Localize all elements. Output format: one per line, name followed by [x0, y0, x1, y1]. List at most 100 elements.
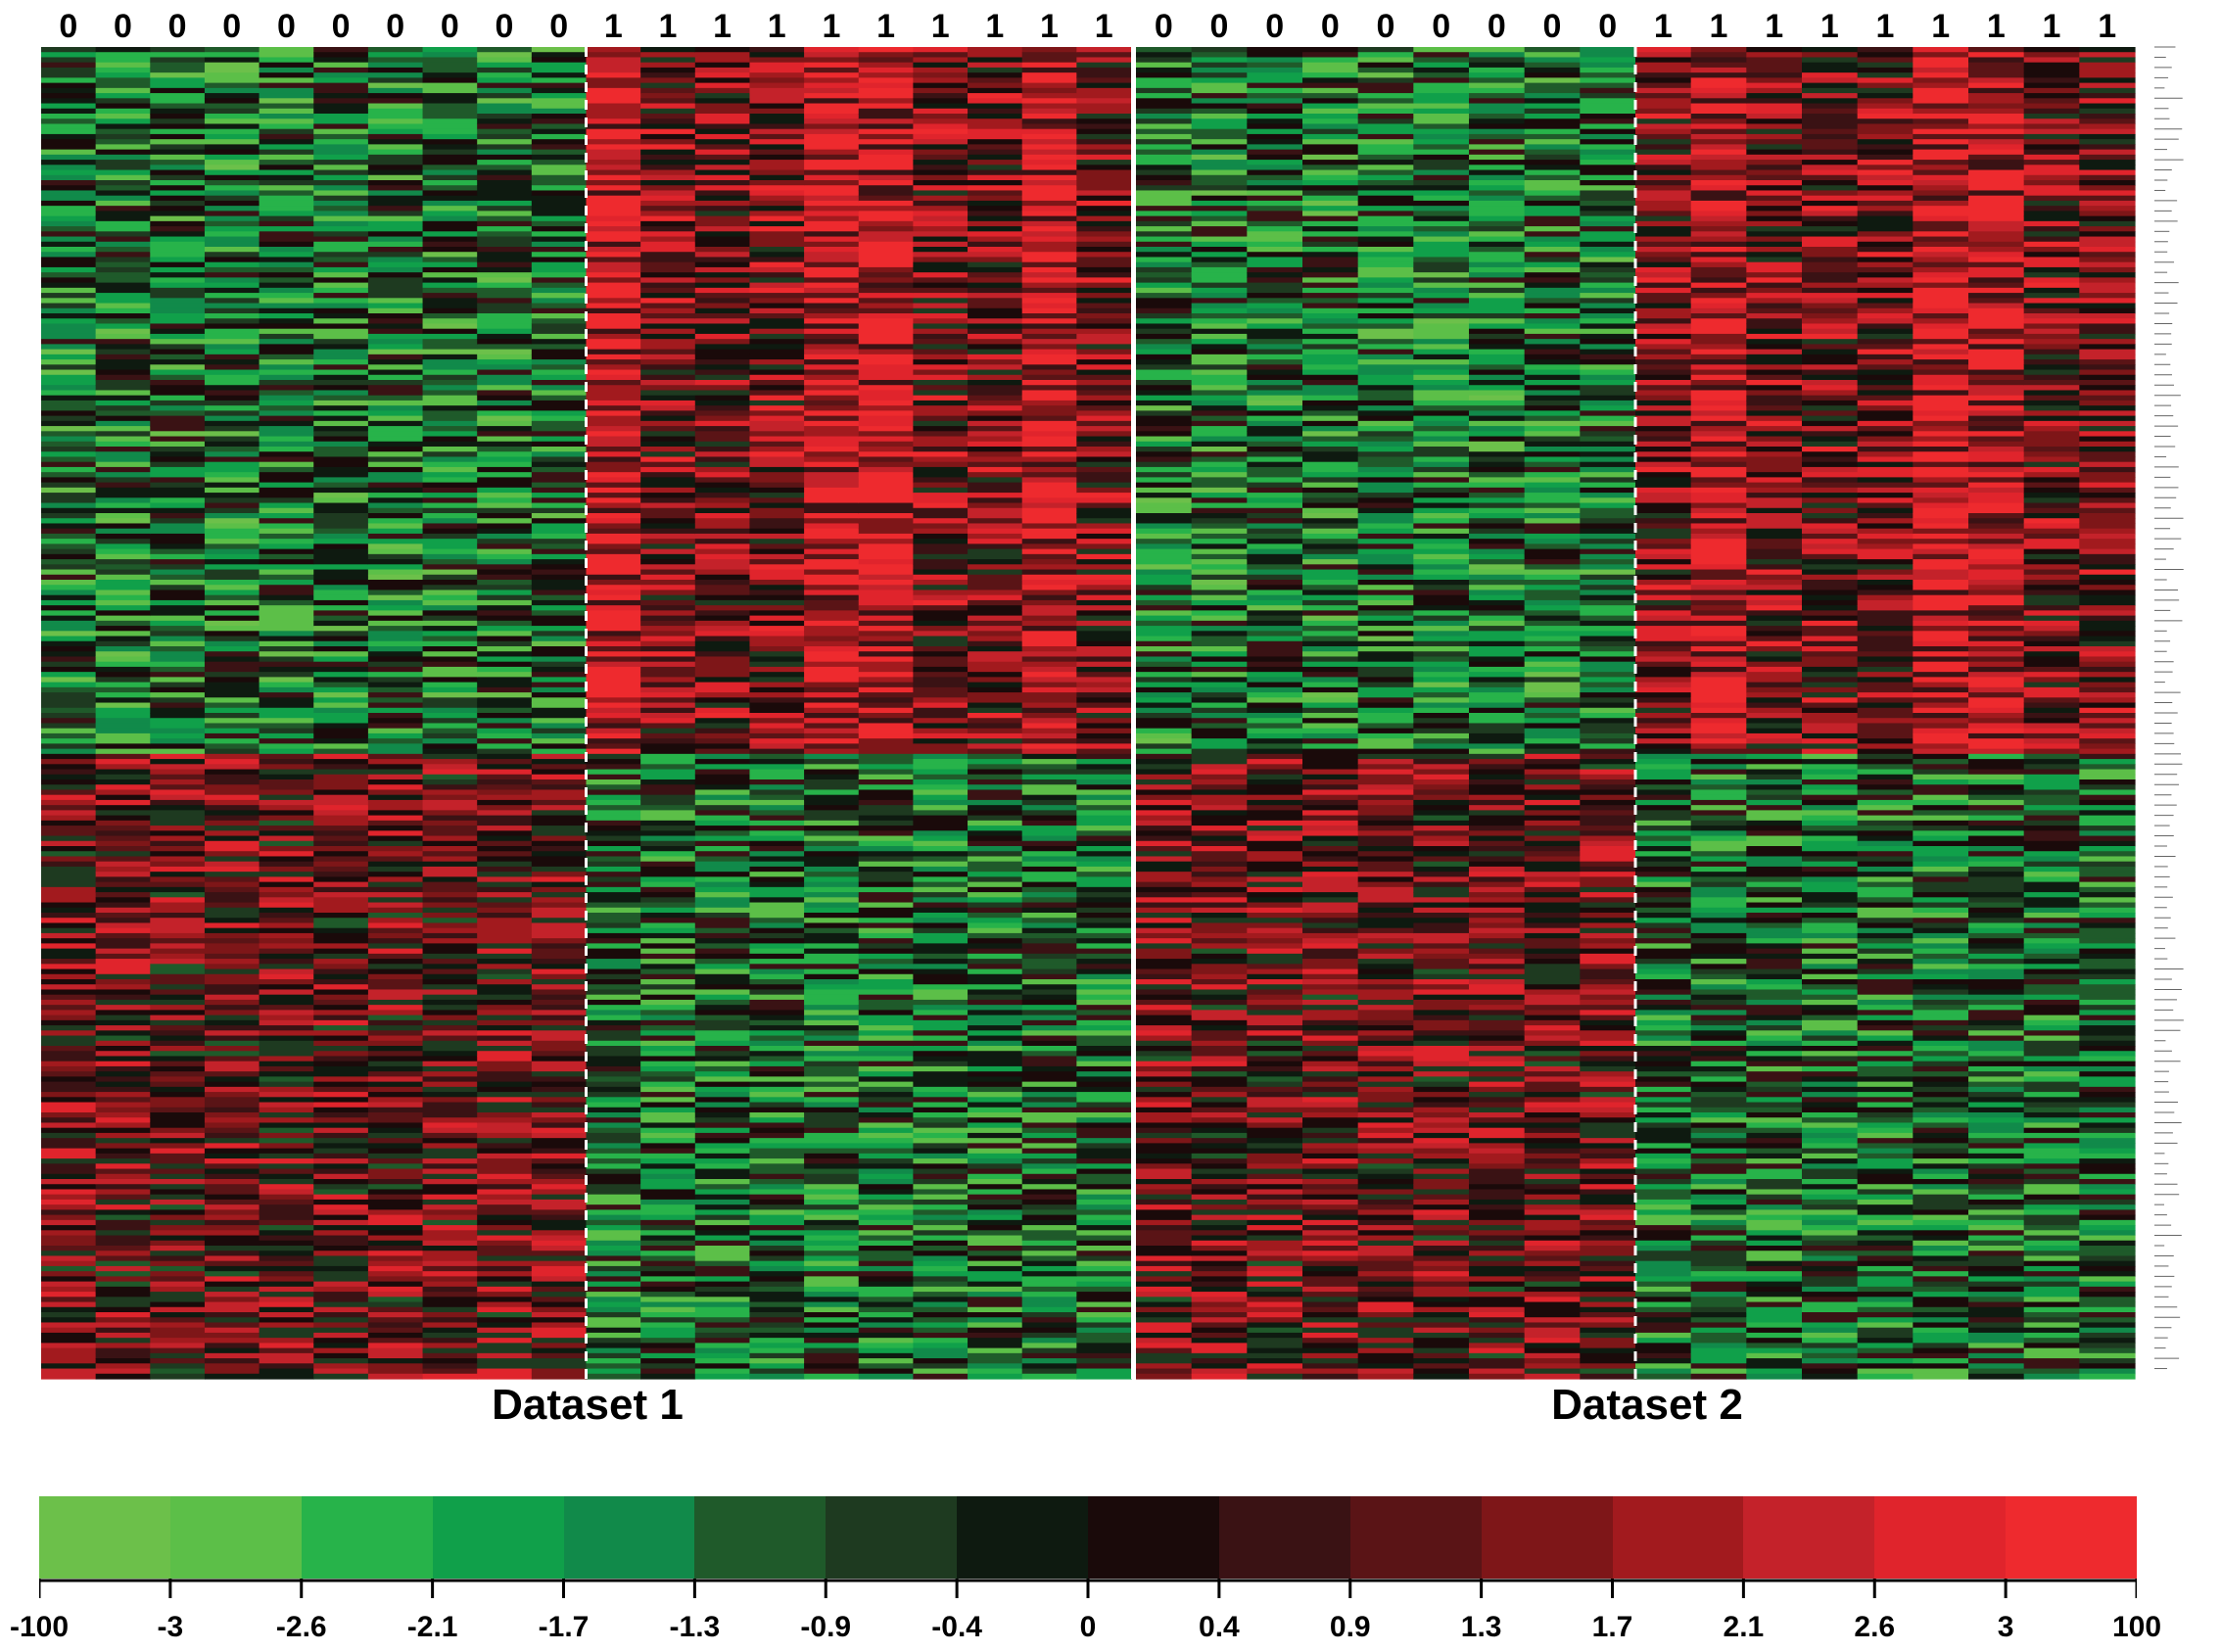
heatmap-cell [1021, 1292, 1077, 1298]
heatmap-cell [367, 846, 424, 852]
heatmap-cell [477, 1163, 533, 1170]
heatmap-cell [531, 1076, 588, 1083]
heatmap-cell [41, 513, 97, 519]
heatmap-cell [41, 789, 97, 796]
heatmap-cell [150, 108, 206, 115]
heatmap-cell [41, 779, 97, 785]
heatmap-cell [586, 328, 641, 335]
heatmap-cell [694, 738, 751, 744]
heatmap-cell [640, 513, 696, 519]
heatmap-cell [694, 1332, 751, 1339]
heatmap-cell [204, 502, 260, 509]
heatmap-cell [95, 559, 151, 565]
heatmap-cell [41, 636, 97, 642]
heatmap-cell [150, 93, 206, 99]
heatmap-cell [477, 1189, 533, 1196]
heatmap-cell [858, 261, 914, 268]
heatmap-cell [313, 840, 369, 847]
heatmap-cell [586, 574, 641, 581]
heatmap-cell [259, 1347, 314, 1354]
heatmap-cell [694, 564, 751, 571]
heatmap-cell [804, 513, 860, 519]
heatmap-cell [858, 661, 914, 668]
heatmap-cell [749, 1281, 805, 1288]
heatmap-cell [1076, 144, 1132, 151]
heatmap-cell [913, 835, 969, 842]
heatmap-cell [913, 390, 969, 397]
heatmap-cell [858, 697, 914, 704]
heatmap-cell [586, 1194, 641, 1201]
heatmap-cell [259, 640, 314, 647]
heatmap-cell [259, 548, 314, 555]
heatmap-cell [367, 564, 424, 571]
heatmap-cell [694, 861, 751, 868]
heatmap-cell [367, 1076, 424, 1083]
heatmap-cell [367, 743, 424, 750]
heatmap-cell [259, 169, 314, 176]
heatmap-cell [913, 1297, 969, 1303]
heatmap-cell [259, 1010, 314, 1016]
heatmap-cell [1021, 585, 1077, 591]
heatmap-cell [749, 451, 805, 458]
heatmap-cell [313, 456, 369, 463]
heatmap-cell [150, 128, 206, 135]
heatmap-cell [95, 149, 151, 156]
heatmap-cell [531, 764, 588, 771]
heatmap-cell [640, 846, 696, 852]
heatmap-cell [913, 718, 969, 725]
heatmap-cell [694, 1010, 751, 1016]
heatmap-cell [313, 1179, 369, 1185]
heatmap-cell [749, 507, 805, 514]
heatmap-cell [1021, 1338, 1077, 1344]
heatmap-cell [150, 266, 206, 273]
heatmap-cell [313, 323, 369, 330]
heatmap-cell [422, 1199, 478, 1205]
heatmap-cell [95, 1179, 151, 1185]
heatmap-cell [259, 1194, 314, 1201]
heatmap-cell [749, 913, 805, 919]
heatmap-cell [1076, 72, 1132, 78]
heatmap-cell [150, 415, 206, 422]
heatmap-cell [968, 1292, 1023, 1298]
heatmap-cell [259, 1158, 314, 1164]
heatmap-cell [968, 866, 1023, 873]
heatmap-cell [1076, 220, 1132, 227]
heatmap-cell [422, 789, 478, 796]
heatmap-cell [804, 139, 860, 145]
heatmap-cell [95, 1025, 151, 1031]
heatmap-cell [694, 247, 751, 253]
heatmap-cell [586, 487, 641, 494]
heatmap-cell [858, 180, 914, 186]
heatmap-cell [749, 123, 805, 130]
heatmap-cell [95, 533, 151, 540]
heatmap-cell [804, 892, 860, 898]
heatmap-cell [913, 1189, 969, 1196]
heatmap-cell [858, 518, 914, 525]
heatmap-cell [259, 103, 314, 110]
heatmap-cell [531, 968, 588, 975]
heatmap-cell [150, 1251, 206, 1257]
heatmap-cell [422, 580, 478, 586]
heatmap-cell [95, 144, 151, 151]
heatmap-cell [477, 447, 533, 452]
heatmap-cell [95, 1358, 151, 1364]
heatmap-cell [150, 257, 206, 263]
heatmap-cell [367, 1117, 424, 1124]
heatmap-cell [367, 1204, 424, 1210]
heatmap-cell [259, 728, 314, 734]
heatmap-cell [367, 968, 424, 975]
heatmap-cell [749, 344, 805, 351]
heatmap-cell [259, 1358, 314, 1364]
heatmap-cell [640, 67, 696, 73]
heatmap-cell [640, 815, 696, 822]
heatmap-cell [204, 753, 260, 760]
heatmap-cell [694, 518, 751, 525]
heatmap-cell [367, 133, 424, 140]
heatmap-cell [41, 436, 97, 443]
heatmap-cell [41, 1061, 97, 1067]
heatmap-cell [804, 98, 860, 105]
heatmap-cell [313, 328, 369, 335]
heatmap-cell [150, 1025, 206, 1031]
heatmap-cell [694, 748, 751, 755]
heatmap-cell [804, 692, 860, 698]
